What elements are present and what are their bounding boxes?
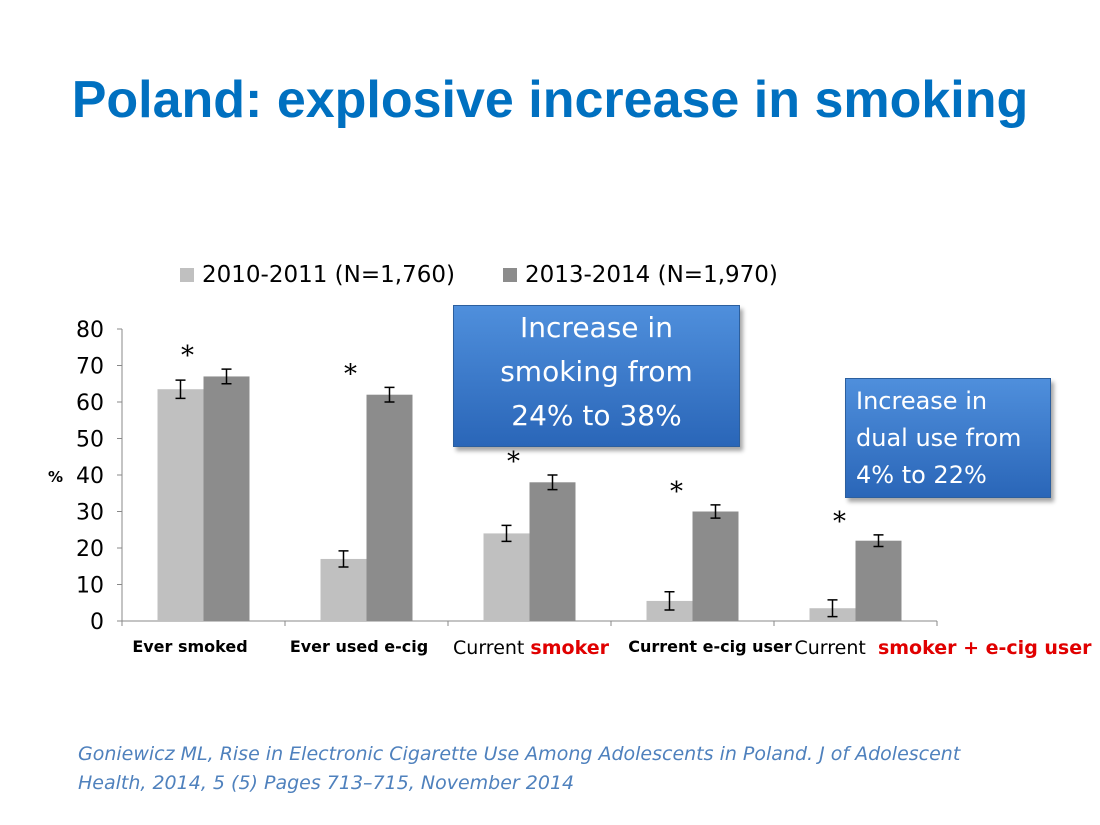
bar-2013 [203,376,250,621]
category-label-part: Ever smoked [132,637,248,656]
error-bar [664,591,675,611]
y-axis-label: % [48,468,63,486]
category-label: Current smoker + e-cig user [793,637,1093,659]
y-tick-label: 40 [76,464,104,489]
legend-swatch [502,268,517,282]
category-label-part: Current [794,637,878,659]
callout-line: smoking from [500,355,693,388]
category-label: Ever smoked [40,637,340,657]
bar-2010 [320,558,367,621]
bar-2013 [692,511,739,621]
category-label-part: Current e-cig user [628,637,792,656]
error-bar [221,368,232,385]
error-bar [827,599,838,618]
legend-label: 2013-2014 (N=1,970) [524,262,778,288]
citation-line: Health, 2014, 5 (5) Pages 713–715, Novem… [78,772,575,794]
y-tick-label: 30 [76,501,104,526]
callout-line: 24% to 38% [511,399,682,432]
error-bar [873,534,884,548]
bar-2010 [157,389,204,621]
error-bar [338,550,349,568]
legend-item-2010: 2010-2011 (N=1,760) [180,262,455,288]
citation-line: Goniewicz ML, Rise in Electronic Cigaret… [78,743,961,765]
category-label: Current e-cig user [560,637,860,657]
category-label-part: Current [453,637,531,659]
bar-2013 [366,394,413,621]
significance-marker: * [344,359,357,389]
callout-line: Increase in [856,387,988,415]
y-tick-label: 70 [76,355,104,380]
legend-swatch [180,268,194,282]
callout-line: dual use from [856,424,1022,452]
bar-2013 [529,482,576,621]
citation: Goniewicz ML, Rise in Electronic Cigaret… [78,740,1038,798]
significance-marker: * [833,507,846,537]
category-label-part: Ever used e-cig [289,637,429,656]
category-label-part: smoker [530,637,609,659]
bar-2010 [483,533,530,621]
error-bar [547,474,558,491]
callout-dual-use-increase: Increase in dual use from 4% to 22% [845,378,1051,498]
category-label: Ever used e-cig [209,637,509,657]
callout-line: 4% to 22% [856,461,987,489]
error-bar [175,379,186,400]
slide-title: Poland: explosive increase in smoking [71,71,1029,129]
y-tick-label: 20 [76,537,104,562]
y-tick-label: 0 [90,610,104,635]
category-label: Current smoker [381,637,681,659]
y-tick-label: 10 [76,574,104,599]
bar-2013 [855,540,902,621]
significance-marker: * [181,341,194,371]
legend-item-2013: 2013-2014 (N=1,970) [502,262,778,288]
error-bar [384,386,395,403]
significance-marker: * [507,447,520,477]
y-tick-label: 80 [76,318,104,343]
chart-legend: 2010-2011 (N=1,760) 2013-2014 (N=1,970) [180,262,778,288]
error-bar [710,504,721,519]
significance-marker: * [670,477,683,507]
legend-label: 2010-2011 (N=1,760) [202,262,455,288]
category-label-part: smoker + e-cig user [877,637,1092,659]
callout-line: Increase in [520,311,673,344]
error-bar [501,524,512,543]
callout-smoking-increase: Increase in smoking from 24% to 38% [453,305,740,447]
y-tick-label: 60 [76,391,104,416]
y-tick-label: 50 [76,428,104,453]
bar-2010 [646,600,693,621]
